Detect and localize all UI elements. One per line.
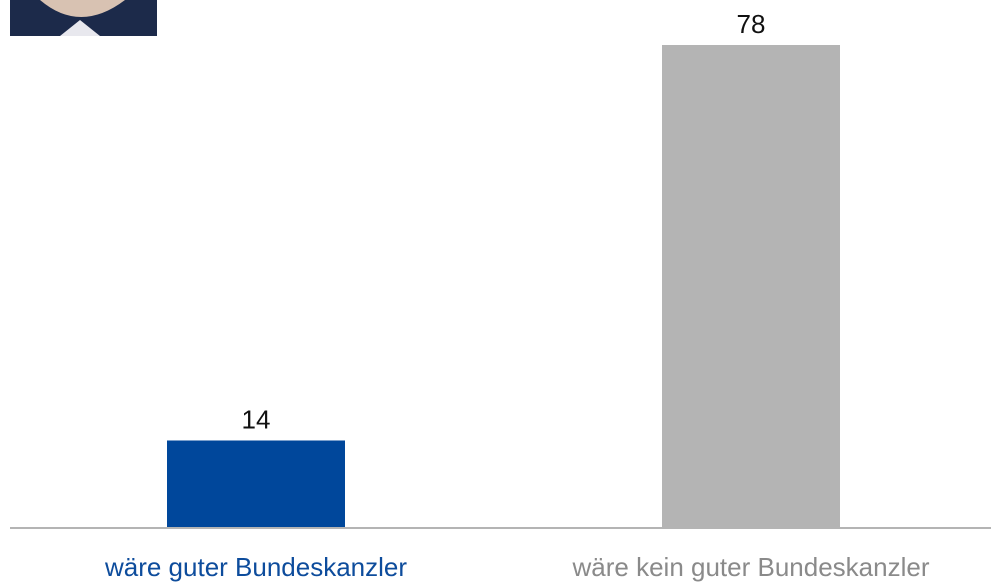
value-label: 78 xyxy=(737,9,766,39)
bar xyxy=(167,440,345,527)
bar xyxy=(662,45,840,527)
category-label: wäre kein guter Bundeskanzler xyxy=(572,552,930,582)
value-label: 14 xyxy=(242,404,271,434)
portrait-photo xyxy=(10,0,157,36)
category-label: wäre guter Bundeskanzler xyxy=(104,552,407,582)
